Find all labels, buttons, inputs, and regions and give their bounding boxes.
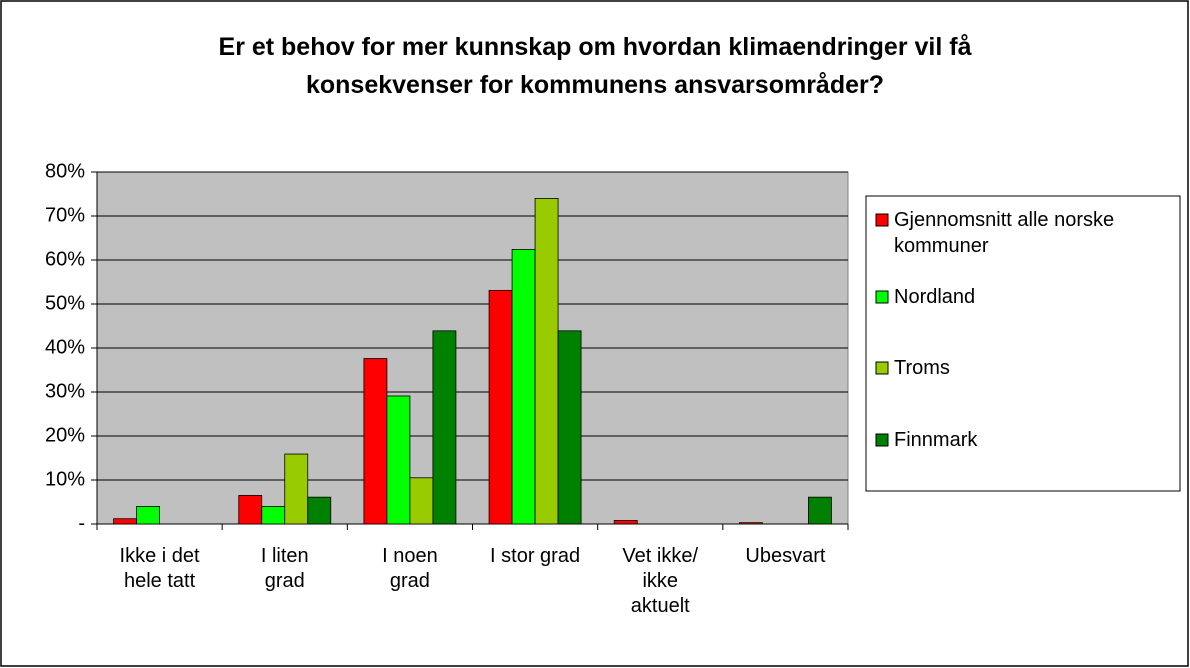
y-tick-label: 20% (45, 424, 85, 446)
bar (136, 505, 160, 525)
y-tick-label: 30% (45, 380, 85, 402)
legend-label-box: Nordland (894, 286, 976, 308)
legend-swatch (875, 213, 889, 227)
legend-label: Nordland (894, 286, 976, 308)
legend-label-box: Finnmark (894, 429, 978, 451)
y-tick-label: - (78, 512, 85, 534)
bar (386, 395, 411, 525)
x-tick-label-box: Vet ikke/ ikke aktuelt (622, 545, 699, 617)
y-tick-label: 60% (45, 248, 85, 270)
bar (238, 494, 263, 525)
y-tick-label: 70% (45, 204, 85, 226)
bar (557, 330, 582, 525)
bar (511, 249, 536, 525)
x-tick-label-box: Ubesvart (745, 545, 826, 567)
legend-swatch (875, 433, 889, 447)
x-tick-label: I stor grad (490, 545, 581, 567)
bar (488, 289, 513, 525)
bar (739, 522, 763, 525)
bar (409, 477, 434, 525)
legend-label: Gjennomsnitt alle norske kommuner (894, 209, 1115, 257)
bar (284, 453, 309, 525)
x-tick-label: Vet ikke/ ikke aktuelt (622, 545, 699, 617)
legend-label-box: Troms (894, 357, 950, 379)
x-tick-label-box: I stor grad (490, 545, 581, 567)
y-tick-label: 50% (45, 292, 85, 314)
chart-title: Er et behov for mer kunnskap om hvordan … (218, 33, 972, 99)
x-tick-label: I liten grad (260, 545, 309, 592)
x-tick-label: I noen grad (382, 545, 438, 592)
bar (808, 496, 832, 525)
y-tick-label: 10% (45, 468, 85, 490)
legend-label-box: Gjennomsnitt alle norske kommuner (894, 209, 1115, 257)
x-tick-label-box: I noen grad (382, 545, 438, 592)
legend-swatch (875, 361, 889, 375)
bar (363, 358, 388, 525)
y-tick-label: 80% (45, 160, 85, 182)
bar (613, 520, 638, 525)
title-box: Er et behov for mer kunnskap om hvordan … (218, 33, 972, 99)
x-tick-label-box: Ikke i det hele tatt (119, 545, 200, 592)
bar (261, 505, 286, 525)
legend (865, 195, 1181, 492)
x-tick-label: Ikke i det hele tatt (119, 545, 200, 592)
legend-label: Finnmark (894, 429, 978, 451)
bar (432, 330, 457, 525)
bar (534, 197, 559, 525)
bar (113, 518, 137, 525)
y-tick-label: 40% (45, 336, 85, 358)
legend-label: Troms (894, 357, 950, 379)
x-tick-label-box: I liten grad (260, 545, 309, 592)
x-tick-label: Ubesvart (745, 545, 826, 567)
legend-swatch (875, 290, 889, 304)
bar (307, 496, 332, 525)
